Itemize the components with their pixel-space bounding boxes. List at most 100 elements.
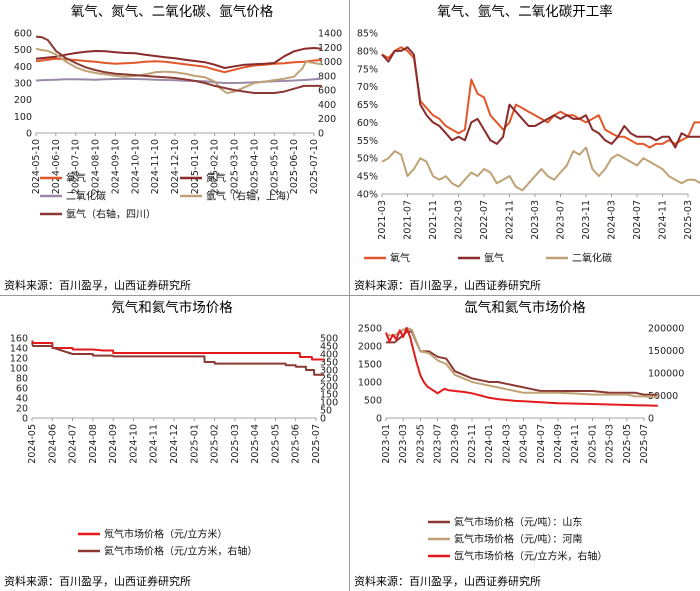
y-tick-label: 0 [376, 414, 382, 425]
plot-area [35, 35, 323, 134]
legend-label: 氮气 [206, 172, 226, 185]
series-line [31, 340, 325, 361]
y-right-tick-label: 800 [318, 71, 336, 82]
x-tick-label: 2025-05 [270, 424, 281, 464]
x-tick-label: 2021-03 [377, 200, 388, 240]
legend-label: 氦气市场价格（元/立方米，右轴） [104, 545, 257, 558]
legend-label: 氦气市场价格（元/吨）：河南 [454, 533, 582, 546]
legend-label: 二氧化碳 [66, 190, 106, 203]
series-line [35, 57, 322, 74]
y-right-tick-label: 450 [320, 342, 338, 353]
source-note: 资料来源：百川盈孚，山西证券研究所 [354, 278, 541, 292]
y-tick-label: 1000 [358, 378, 382, 389]
y-tick-label: 140 [10, 344, 28, 355]
x-tick-label: 2024-09-10 [110, 139, 121, 194]
y-tick-label: 40% [357, 190, 378, 201]
y-tick-label: 100 [14, 112, 32, 123]
y-right-tick-label: 150000 [648, 346, 684, 357]
x-tick-label: 2025-07-10 [309, 139, 320, 194]
x-tick-label: 2025-06-10 [289, 139, 300, 194]
y-axis-left: 0 100 200 300 400 500 600 [14, 29, 32, 140]
series-line [385, 327, 658, 407]
series-line [386, 327, 658, 399]
y-tick-label: 400 [14, 62, 32, 73]
x-tick-label: 2024-11 [570, 424, 581, 464]
y-axis-right: 0 50000 100000 150000 200000 [648, 324, 684, 425]
x-axis: 2023-01 2023-03 2023-05 2023-07 2023-09 2023-… [381, 418, 650, 464]
series-line [381, 46, 700, 149]
y-right-tick-label: 100000 [648, 369, 684, 380]
y-right-tick-label: 200000 [648, 324, 684, 335]
x-tick-label: 2024-07-10 [71, 139, 82, 194]
y-right-tick-label: 1400 [318, 29, 342, 40]
y-right-tick-label: 200 [320, 382, 338, 393]
plot-area [381, 46, 700, 195]
y-tick-label: 2000 [358, 342, 382, 353]
x-tick-label: 2024-10-10 [130, 139, 141, 194]
x-axis: 2024-05-10 2024-06-10 2024-07-10 2024-08-10… [31, 133, 320, 194]
x-tick-label: 2024-10 [128, 424, 139, 464]
x-tick-label: 2025-03-10 [230, 139, 241, 194]
series-line [381, 146, 700, 192]
x-tick-label: 2025-06 [291, 424, 302, 464]
y-right-tick-label: 250 [320, 374, 338, 385]
y-right-tick-label: 1000 [318, 57, 342, 68]
x-tick-label: 2023-01 [381, 424, 392, 464]
y-tick-label: 0 [26, 129, 32, 140]
y-tick-label: 45% [357, 172, 378, 183]
x-tick-label: 2024-01 [484, 424, 495, 464]
legend: 氖气市场价格（元/立方米） 氦气市场价格（元/立方米，右轴） [78, 528, 257, 558]
y-right-tick-label: 300 [320, 366, 338, 377]
series-line [381, 46, 700, 149]
y-tick-label: 80% [357, 46, 378, 57]
x-tick-label: 2023-07 [433, 424, 444, 464]
y-tick-label: 60 [16, 384, 28, 395]
y-tick-label: 40 [16, 394, 28, 405]
legend: 氦气市场价格（元/吨）：山东氦气市场价格（元/吨）：河南氙气市场价格（元/立方米… [428, 516, 607, 563]
x-tick-label: 2024-09 [553, 424, 564, 464]
y-right-tick-label: 100 [320, 398, 338, 409]
x-tick-label: 2024-03 [501, 424, 512, 464]
y-tick-label: 100 [10, 364, 28, 375]
x-tick-label: 2024-03 [607, 200, 618, 240]
legend-label: 氩气 [484, 252, 504, 265]
source-note: 资料来源：百川盈孚，山西证券研究所 [4, 278, 191, 292]
x-tick-label: 2021-07 [403, 200, 414, 240]
plot-area [31, 340, 325, 419]
x-tick-label: 2024-11-10 [150, 139, 161, 194]
y-right-tick-label: 0 [648, 414, 654, 425]
legend-label: 氩气（右轴，四川） [66, 208, 156, 221]
y-right-tick-label: 200 [318, 114, 336, 125]
x-tick-label: 2024-11 [149, 424, 160, 464]
x-tick-label: 2025-04 [250, 424, 261, 464]
x-tick-label: 2023-05 [415, 424, 426, 464]
x-tick-label: 2024-06-10 [51, 139, 62, 194]
x-tick-label: 2025-05 [622, 424, 633, 464]
plot-area [385, 327, 658, 419]
y-tick-label: 85% [357, 29, 378, 40]
chart-operating-rates: 氧气、氩气、二氧化碳开工率 40% 45% 50% 55% 60% 65% 70% 75% 80… [354, 3, 700, 292]
legend-label: 氧气 [66, 172, 86, 185]
legend-label: 氖气市场价格（元/立方米） [104, 528, 227, 541]
y-axis-right: 0 200 400 600 800 1000 1200 1400 [318, 29, 342, 140]
y-tick-label: 300 [14, 79, 32, 90]
y-tick-label: 600 [14, 29, 32, 40]
y-tick-label: 55% [357, 136, 378, 147]
x-tick-label: 2025-07 [311, 424, 322, 464]
x-tick-label: 2025-05-10 [269, 139, 280, 194]
x-tick-label: 2024-05 [519, 424, 530, 464]
y-tick-label: 70% [357, 82, 378, 93]
y-tick-label: 75% [357, 64, 378, 75]
x-tick-label: 2025-02 [210, 424, 221, 464]
y-right-tick-label: 150 [320, 390, 338, 401]
x-tick-label: 2022-03 [454, 200, 465, 240]
legend-label: 氧气 [390, 252, 410, 265]
x-tick-label: 2023-03 [530, 200, 541, 240]
y-tick-label: 1500 [358, 360, 382, 371]
y-right-tick-label: 0 [320, 414, 326, 425]
x-tick-label: 2025-01-10 [190, 139, 201, 194]
x-tick-label: 2025-03 [230, 424, 241, 464]
